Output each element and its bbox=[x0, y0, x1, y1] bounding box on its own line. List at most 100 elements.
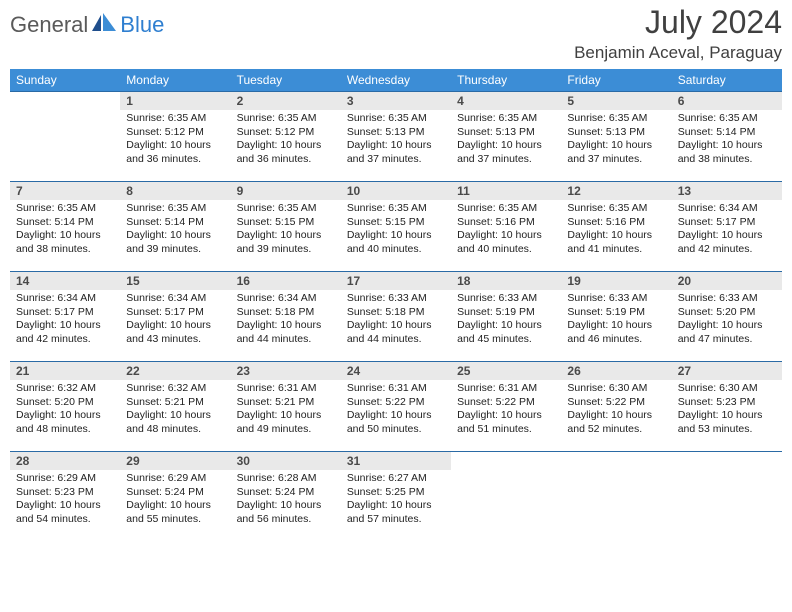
daylight-line: and 47 minutes. bbox=[678, 333, 776, 347]
day-number: 20 bbox=[672, 272, 782, 290]
daylight-line: and 37 minutes. bbox=[347, 153, 445, 167]
day-body: Sunrise: 6:35 AMSunset: 5:13 PMDaylight:… bbox=[341, 110, 451, 171]
day-cell: 30Sunrise: 6:28 AMSunset: 5:24 PMDayligh… bbox=[231, 452, 341, 542]
sunrise-line: Sunrise: 6:35 AM bbox=[126, 202, 224, 216]
week-row: 21Sunrise: 6:32 AMSunset: 5:20 PMDayligh… bbox=[10, 362, 782, 452]
day-number: 15 bbox=[120, 272, 230, 290]
day-number: 2 bbox=[231, 92, 341, 110]
day-body: Sunrise: 6:31 AMSunset: 5:22 PMDaylight:… bbox=[341, 380, 451, 441]
daylight-line: and 48 minutes. bbox=[16, 423, 114, 437]
daylight-line: Daylight: 10 hours bbox=[347, 229, 445, 243]
daylight-line: and 45 minutes. bbox=[457, 333, 555, 347]
sunrise-line: Sunrise: 6:33 AM bbox=[678, 292, 776, 306]
daylight-line: Daylight: 10 hours bbox=[678, 229, 776, 243]
sunset-line: Sunset: 5:13 PM bbox=[347, 126, 445, 140]
day-body: Sunrise: 6:35 AMSunset: 5:13 PMDaylight:… bbox=[561, 110, 671, 171]
daylight-line: Daylight: 10 hours bbox=[126, 139, 224, 153]
daylight-line: Daylight: 10 hours bbox=[126, 409, 224, 423]
daylight-line: and 39 minutes. bbox=[126, 243, 224, 257]
sunset-line: Sunset: 5:25 PM bbox=[347, 486, 445, 500]
daylight-line: and 40 minutes. bbox=[457, 243, 555, 257]
daylight-line: and 55 minutes. bbox=[126, 513, 224, 527]
day-cell: 1Sunrise: 6:35 AMSunset: 5:12 PMDaylight… bbox=[120, 92, 230, 182]
day-number: 11 bbox=[451, 182, 561, 200]
sunset-line: Sunset: 5:22 PM bbox=[347, 396, 445, 410]
daylight-line: Daylight: 10 hours bbox=[457, 319, 555, 333]
daylight-line: and 42 minutes. bbox=[16, 333, 114, 347]
empty-cell bbox=[10, 92, 120, 182]
sunset-line: Sunset: 5:22 PM bbox=[567, 396, 665, 410]
day-number: 1 bbox=[120, 92, 230, 110]
daylight-line: Daylight: 10 hours bbox=[347, 409, 445, 423]
day-number: 13 bbox=[672, 182, 782, 200]
day-number: 27 bbox=[672, 362, 782, 380]
daylight-line: Daylight: 10 hours bbox=[237, 229, 335, 243]
sunset-line: Sunset: 5:23 PM bbox=[678, 396, 776, 410]
sunset-line: Sunset: 5:12 PM bbox=[126, 126, 224, 140]
day-body: Sunrise: 6:33 AMSunset: 5:20 PMDaylight:… bbox=[672, 290, 782, 351]
day-number: 18 bbox=[451, 272, 561, 290]
day-body: Sunrise: 6:35 AMSunset: 5:16 PMDaylight:… bbox=[451, 200, 561, 261]
day-cell: 16Sunrise: 6:34 AMSunset: 5:18 PMDayligh… bbox=[231, 272, 341, 362]
dow-tuesday: Tuesday bbox=[231, 69, 341, 92]
day-cell: 4Sunrise: 6:35 AMSunset: 5:13 PMDaylight… bbox=[451, 92, 561, 182]
dow-saturday: Saturday bbox=[672, 69, 782, 92]
sunrise-line: Sunrise: 6:33 AM bbox=[567, 292, 665, 306]
daylight-line: Daylight: 10 hours bbox=[457, 139, 555, 153]
day-cell: 23Sunrise: 6:31 AMSunset: 5:21 PMDayligh… bbox=[231, 362, 341, 452]
daylight-line: Daylight: 10 hours bbox=[126, 499, 224, 513]
week-row: 7Sunrise: 6:35 AMSunset: 5:14 PMDaylight… bbox=[10, 182, 782, 272]
sunrise-line: Sunrise: 6:33 AM bbox=[347, 292, 445, 306]
sunset-line: Sunset: 5:13 PM bbox=[567, 126, 665, 140]
daylight-line: and 38 minutes. bbox=[678, 153, 776, 167]
day-cell: 15Sunrise: 6:34 AMSunset: 5:17 PMDayligh… bbox=[120, 272, 230, 362]
day-cell: 19Sunrise: 6:33 AMSunset: 5:19 PMDayligh… bbox=[561, 272, 671, 362]
sunrise-line: Sunrise: 6:35 AM bbox=[678, 112, 776, 126]
day-body: Sunrise: 6:29 AMSunset: 5:23 PMDaylight:… bbox=[10, 470, 120, 531]
daylight-line: Daylight: 10 hours bbox=[16, 319, 114, 333]
daylight-line: Daylight: 10 hours bbox=[678, 139, 776, 153]
sunset-line: Sunset: 5:14 PM bbox=[678, 126, 776, 140]
week-row: 28Sunrise: 6:29 AMSunset: 5:23 PMDayligh… bbox=[10, 452, 782, 542]
day-cell: 28Sunrise: 6:29 AMSunset: 5:23 PMDayligh… bbox=[10, 452, 120, 542]
day-body: Sunrise: 6:29 AMSunset: 5:24 PMDaylight:… bbox=[120, 470, 230, 531]
sunset-line: Sunset: 5:20 PM bbox=[678, 306, 776, 320]
sunset-line: Sunset: 5:14 PM bbox=[16, 216, 114, 230]
dow-friday: Friday bbox=[561, 69, 671, 92]
sunset-line: Sunset: 5:16 PM bbox=[457, 216, 555, 230]
daylight-line: and 41 minutes. bbox=[567, 243, 665, 257]
day-cell: 21Sunrise: 6:32 AMSunset: 5:20 PMDayligh… bbox=[10, 362, 120, 452]
sunset-line: Sunset: 5:18 PM bbox=[237, 306, 335, 320]
day-number: 19 bbox=[561, 272, 671, 290]
sunset-line: Sunset: 5:15 PM bbox=[347, 216, 445, 230]
day-cell: 8Sunrise: 6:35 AMSunset: 5:14 PMDaylight… bbox=[120, 182, 230, 272]
calendar-body: 1Sunrise: 6:35 AMSunset: 5:12 PMDaylight… bbox=[10, 92, 782, 542]
daylight-line: Daylight: 10 hours bbox=[678, 319, 776, 333]
day-body: Sunrise: 6:27 AMSunset: 5:25 PMDaylight:… bbox=[341, 470, 451, 531]
day-cell: 18Sunrise: 6:33 AMSunset: 5:19 PMDayligh… bbox=[451, 272, 561, 362]
empty-cell bbox=[672, 452, 782, 542]
day-body: Sunrise: 6:34 AMSunset: 5:18 PMDaylight:… bbox=[231, 290, 341, 351]
sunrise-line: Sunrise: 6:35 AM bbox=[457, 202, 555, 216]
sunset-line: Sunset: 5:13 PM bbox=[457, 126, 555, 140]
daylight-line: Daylight: 10 hours bbox=[16, 499, 114, 513]
day-body: Sunrise: 6:33 AMSunset: 5:18 PMDaylight:… bbox=[341, 290, 451, 351]
dow-wednesday: Wednesday bbox=[341, 69, 451, 92]
sunrise-line: Sunrise: 6:29 AM bbox=[126, 472, 224, 486]
daylight-line: Daylight: 10 hours bbox=[237, 139, 335, 153]
day-body: Sunrise: 6:34 AMSunset: 5:17 PMDaylight:… bbox=[120, 290, 230, 351]
day-number: 14 bbox=[10, 272, 120, 290]
day-number: 5 bbox=[561, 92, 671, 110]
day-number: 17 bbox=[341, 272, 451, 290]
sunrise-line: Sunrise: 6:31 AM bbox=[347, 382, 445, 396]
sunset-line: Sunset: 5:21 PM bbox=[237, 396, 335, 410]
day-number: 10 bbox=[341, 182, 451, 200]
empty-cell bbox=[561, 452, 671, 542]
sunrise-line: Sunrise: 6:35 AM bbox=[16, 202, 114, 216]
sunset-line: Sunset: 5:22 PM bbox=[457, 396, 555, 410]
daylight-line: and 48 minutes. bbox=[126, 423, 224, 437]
dow-row: Sunday Monday Tuesday Wednesday Thursday… bbox=[10, 69, 782, 92]
sunset-line: Sunset: 5:15 PM bbox=[237, 216, 335, 230]
daylight-line: Daylight: 10 hours bbox=[237, 409, 335, 423]
daylight-line: Daylight: 10 hours bbox=[16, 229, 114, 243]
